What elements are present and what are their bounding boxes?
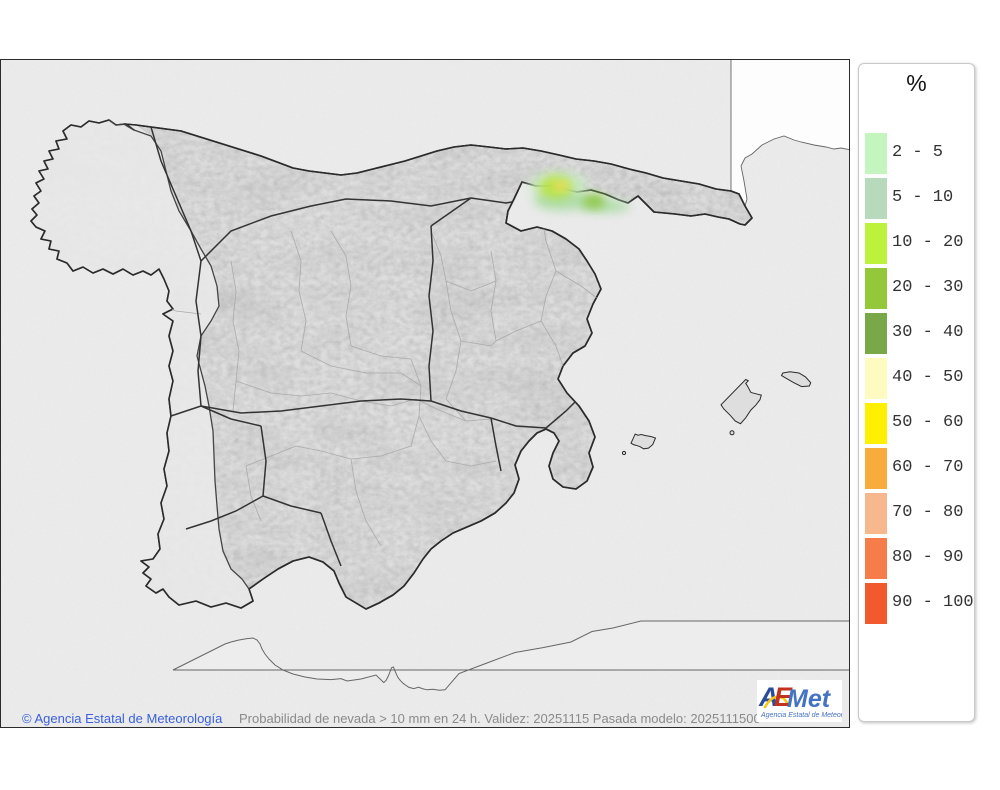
svg-text:Met: Met (787, 685, 832, 713)
svg-text:Agencia Estatal de Meteorologí: Agencia Estatal de Meteorología (760, 712, 842, 719)
